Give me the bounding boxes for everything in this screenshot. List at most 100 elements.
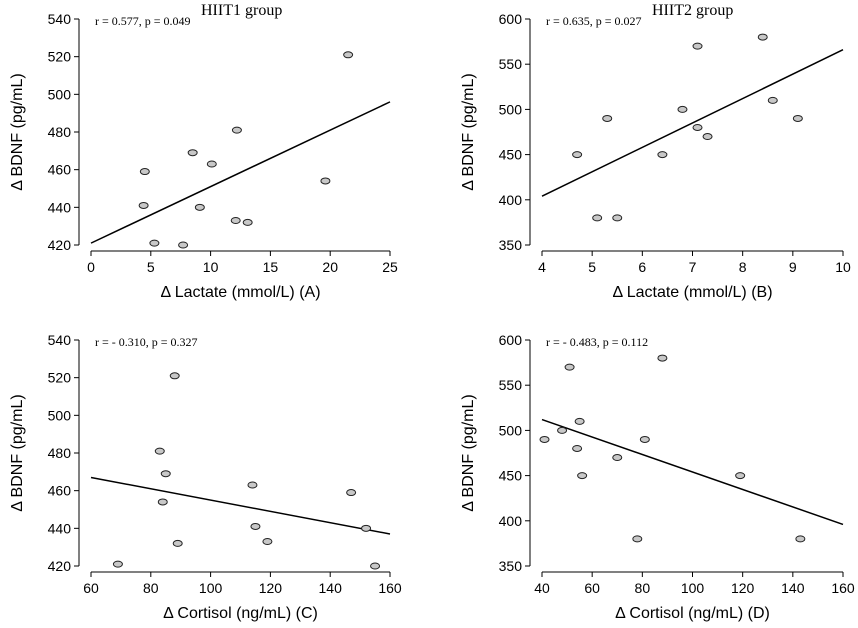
x-tick-label: 0 (87, 259, 95, 275)
y-axis-title: Δ BDNF (pg/mL) (9, 73, 26, 190)
data-point (187, 149, 198, 157)
x-tick-label: 10 (835, 259, 851, 275)
x-tick-label: 4 (538, 259, 546, 275)
y-tick-label: 480 (48, 124, 72, 140)
data-point (230, 217, 241, 225)
x-tick-label: 100 (199, 580, 223, 596)
x-tick-label: 10 (203, 259, 219, 275)
regression-line (90, 476, 391, 535)
data-point (172, 539, 183, 547)
y-tick-label: 440 (48, 199, 72, 215)
y-axis-title: Δ BDNF (pg/mL) (460, 73, 477, 190)
chart-panel-d: 40 60 80 100 120 140 160 350 400 450 500 550 600 Δ Co… (460, 332, 855, 622)
data-point (112, 560, 123, 568)
x-tick-label: 8 (739, 259, 747, 275)
data-point (154, 447, 165, 455)
data-point (702, 133, 713, 141)
chart-panel-c: 60 80 100 120 140 160 420 440 460 480 500 520 540 Δ C… (9, 332, 402, 622)
y-tick-label: 550 (499, 377, 523, 393)
x-axis-title: Δ Cortisol (ng/mL) (D) (615, 605, 770, 622)
x-tick-label: 140 (781, 580, 805, 596)
correlation-stat-label: r = - 0.483, p = 0.112 (546, 335, 648, 349)
data-point (692, 123, 703, 131)
y-tick-label: 520 (48, 49, 72, 65)
x-tick-label: 60 (83, 580, 99, 596)
x-tick-label: 9 (789, 259, 797, 275)
correlation-stat-label: r = 0.577, p = 0.049 (95, 14, 191, 28)
data-point (169, 372, 180, 380)
x-tick-label: 60 (584, 580, 600, 596)
y-tick-label: 450 (499, 468, 523, 484)
data-point (139, 168, 150, 176)
data-point (757, 33, 768, 41)
data-point (231, 126, 242, 134)
data-point (657, 151, 668, 159)
data-point (735, 472, 746, 480)
y-tick-label: 500 (48, 407, 72, 423)
data-point (572, 444, 583, 452)
y-tick-label: 520 (48, 370, 72, 386)
data-point (677, 105, 688, 113)
x-tick-label: 100 (681, 580, 705, 596)
y-tick-label: 500 (499, 101, 523, 117)
y-tick-label: 460 (48, 162, 72, 178)
data-point (320, 177, 331, 185)
data-point (592, 214, 603, 222)
y-tick-label: 600 (499, 332, 523, 348)
data-point (370, 562, 381, 570)
chart-panel-a: 0 5 10 15 20 25 420 440 460 480 500 520 540 Δ Lactate… (9, 2, 398, 301)
x-axis-title: Δ Cortisol (ng/mL) (C) (163, 605, 318, 622)
data-point (346, 489, 357, 497)
data-point (574, 417, 585, 425)
data-point (692, 42, 703, 50)
regression-line (541, 49, 844, 197)
y-tick-label: 480 (48, 445, 72, 461)
data-point (557, 426, 568, 434)
chart-panel-b: 4 5 6 7 8 9 10 350 400 450 500 550 600 Δ Lactate (mmo… (460, 2, 851, 301)
y-axis-title: Δ BDNF (pg/mL) (460, 394, 477, 511)
regression-line (541, 418, 844, 526)
data-point (577, 472, 588, 480)
x-tick-label: 20 (322, 259, 338, 275)
x-tick-label: 6 (638, 259, 646, 275)
y-tick-label: 400 (499, 192, 523, 208)
y-tick-label: 400 (499, 513, 523, 529)
y-tick-label: 550 (499, 56, 523, 72)
data-point (657, 354, 668, 362)
x-tick-label: 7 (689, 259, 697, 275)
data-point (602, 114, 613, 122)
y-tick-label: 540 (48, 11, 72, 27)
data-point (262, 538, 273, 546)
data-point (178, 241, 189, 249)
data-point (767, 96, 778, 104)
chart-title: HIIT2 group (652, 2, 733, 19)
x-tick-label: 25 (382, 259, 398, 275)
y-tick-label: 540 (48, 332, 72, 348)
x-tick-label: 120 (731, 580, 755, 596)
data-point (194, 203, 205, 211)
x-tick-label: 160 (378, 580, 402, 596)
data-point (792, 114, 803, 122)
x-tick-label: 80 (635, 580, 651, 596)
data-point (572, 151, 583, 159)
data-point (612, 454, 623, 462)
data-point (160, 470, 171, 478)
data-point (639, 435, 650, 443)
x-tick-label: 80 (143, 580, 159, 596)
x-axis-title: Δ Lactate (mmol/L) (B) (612, 284, 772, 301)
y-axis-title: Δ BDNF (pg/mL) (9, 394, 26, 511)
x-tick-label: 120 (259, 580, 283, 596)
y-tick-label: 600 (499, 11, 523, 27)
x-tick-label: 140 (319, 580, 343, 596)
data-point (206, 160, 217, 168)
y-tick-label: 500 (499, 422, 523, 438)
x-tick-label: 15 (263, 259, 279, 275)
y-tick-label: 500 (48, 86, 72, 102)
data-point (138, 201, 149, 209)
x-tick-label: 160 (831, 580, 855, 596)
data-point (157, 498, 168, 506)
data-point (343, 51, 354, 59)
x-tick-label: 40 (534, 580, 550, 596)
data-point (242, 218, 253, 226)
data-point (247, 481, 258, 489)
